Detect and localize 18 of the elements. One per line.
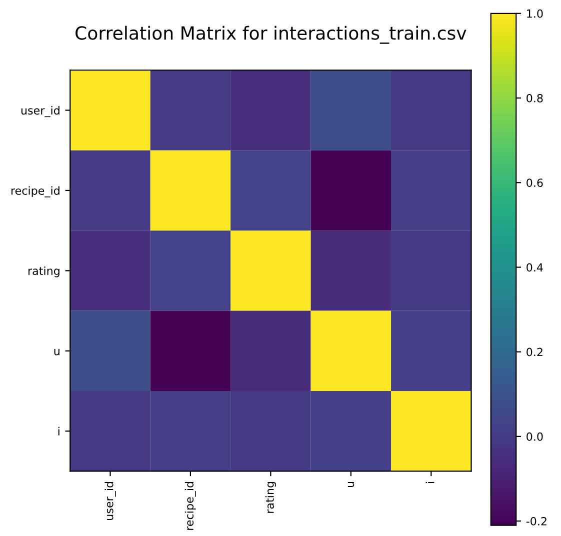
color-bar-label: 0.0 bbox=[526, 432, 543, 441]
y-tick-label: rating bbox=[28, 266, 60, 278]
color-bar-label: 0.2 bbox=[526, 348, 542, 356]
color-bar-label: 0.4 bbox=[526, 263, 543, 272]
chart-title: Correlation Matrix for interactions_train.csv bbox=[76, 26, 466, 44]
color-bar-label: 0.8 bbox=[526, 94, 543, 102]
y-tick-label: i bbox=[58, 426, 60, 436]
y-tick-label: recipe_id bbox=[11, 186, 60, 198]
color-bar-label: 1.0 bbox=[527, 9, 543, 18]
x-tick-label: user_id bbox=[104, 482, 116, 520]
x-tick-label: rating bbox=[265, 482, 276, 513]
color-bar-label: 0.6 bbox=[526, 178, 543, 187]
x-tick-label: u bbox=[348, 482, 354, 488]
x-tick-label: recipe_id bbox=[184, 482, 196, 530]
x-tick-label: i bbox=[426, 482, 434, 483]
y-tick-label: user_id bbox=[21, 106, 60, 118]
color-bar-label: -0.2 bbox=[526, 517, 546, 526]
y-tick-label: u bbox=[54, 348, 60, 356]
